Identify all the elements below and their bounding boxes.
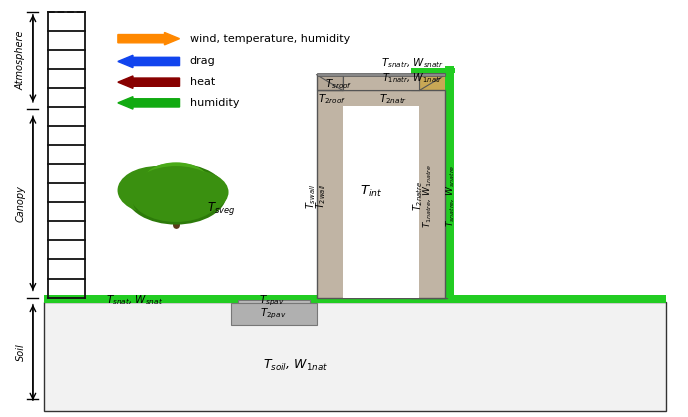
Polygon shape: [343, 75, 420, 90]
Bar: [316, 90, 445, 298]
Text: $T_{spav}$: $T_{spav}$: [259, 293, 285, 308]
Text: $T_{int}$: $T_{int}$: [361, 184, 383, 199]
Text: $T_{sroof}$: $T_{sroof}$: [325, 77, 353, 91]
Bar: [238, 300, 310, 303]
Text: $T_{snatre}$, $W_{snatre}$: $T_{snatre}$, $W_{snatre}$: [444, 165, 457, 227]
Text: $T_{soil}$, $W_{1nat}$: $T_{soil}$, $W_{1nat}$: [264, 358, 329, 374]
Bar: [44, 296, 666, 303]
Text: wind, temperature, humidity: wind, temperature, humidity: [190, 34, 350, 44]
Bar: [44, 302, 666, 412]
Text: humidity: humidity: [190, 98, 239, 108]
Circle shape: [125, 163, 226, 225]
Bar: [445, 65, 453, 298]
Text: Canopy: Canopy: [16, 185, 25, 222]
Circle shape: [155, 170, 228, 214]
Text: Soil: Soil: [16, 344, 25, 361]
Text: drag: drag: [190, 56, 215, 66]
Circle shape: [142, 162, 210, 203]
FancyArrow shape: [118, 33, 180, 45]
Bar: [411, 73, 447, 298]
FancyArrow shape: [118, 97, 180, 109]
Text: $T_{swall}$: $T_{swall}$: [304, 183, 318, 208]
Circle shape: [133, 181, 201, 222]
Text: $T_{1natre}$, $W_{1natre}$: $T_{1natre}$, $W_{1natre}$: [421, 164, 434, 228]
Circle shape: [158, 181, 219, 218]
Text: $T_{1natr}$, $W_{1natr}$: $T_{1natr}$, $W_{1natr}$: [382, 71, 443, 85]
Text: $T_{2wall}$: $T_{2wall}$: [314, 183, 328, 209]
Bar: [231, 302, 316, 325]
Text: $T_{2natre}$: $T_{2natre}$: [411, 181, 425, 211]
Text: $T_{snat}$, $W_{snat}$: $T_{snat}$, $W_{snat}$: [107, 294, 164, 307]
Polygon shape: [411, 75, 420, 90]
Bar: [316, 73, 445, 75]
Text: $T_{sveg}$: $T_{sveg}$: [206, 200, 235, 217]
Bar: [411, 68, 455, 73]
Text: Atmosphere: Atmosphere: [16, 31, 25, 90]
Text: heat: heat: [190, 77, 215, 87]
Bar: [343, 106, 420, 298]
FancyArrow shape: [118, 76, 180, 88]
Text: $T_{snatr}$, $W_{snatr}$: $T_{snatr}$, $W_{snatr}$: [381, 57, 444, 70]
Polygon shape: [316, 75, 343, 90]
Text: $T_{2natr}$: $T_{2natr}$: [379, 92, 407, 106]
FancyArrow shape: [118, 55, 180, 68]
Text: $T_{2roof}$: $T_{2roof}$: [319, 92, 347, 106]
Text: $T_{2pav}$: $T_{2pav}$: [259, 307, 286, 322]
Circle shape: [118, 166, 197, 214]
Circle shape: [130, 166, 222, 222]
